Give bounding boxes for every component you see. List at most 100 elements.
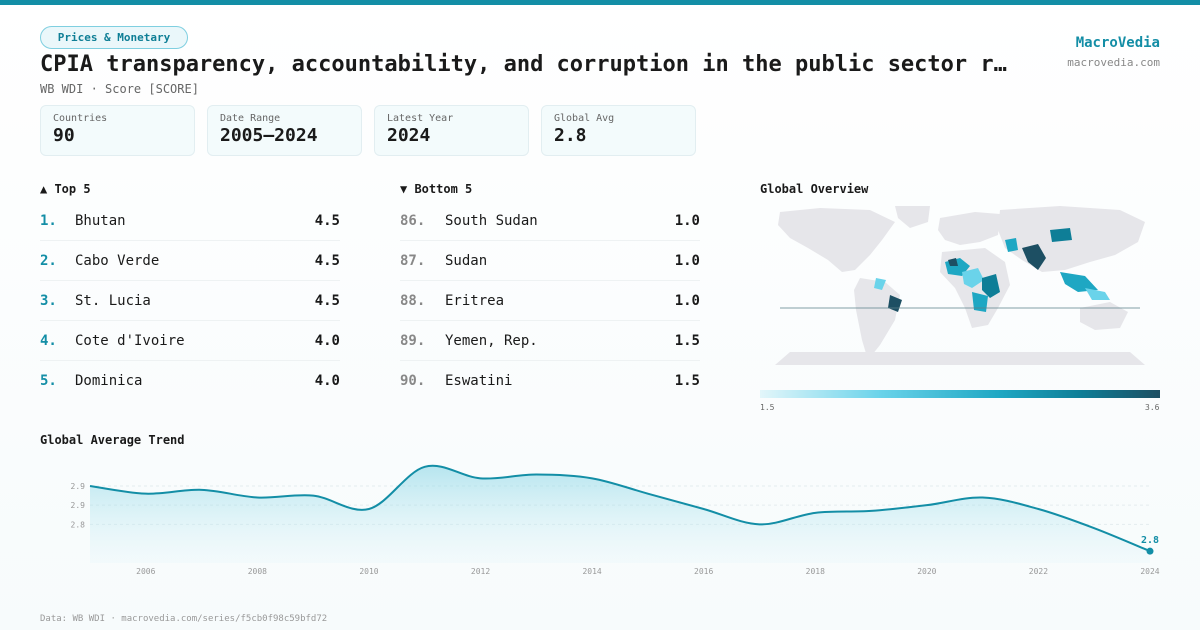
list-item[interactable]: 1. Bhutan 4.5 <box>40 201 340 241</box>
central-africa-region <box>962 268 984 288</box>
stat-label: Latest Year <box>387 113 454 124</box>
country-value: 4.0 <box>314 373 340 389</box>
list-item[interactable]: 87. Sudan 1.0 <box>400 241 700 281</box>
legend-max-label: 3.6 <box>1145 403 1160 412</box>
country-name: Cote d'Ivoire <box>75 332 185 349</box>
country-name: Sudan <box>445 252 488 269</box>
country-name: Yemen, Rep. <box>445 332 538 349</box>
country-name: Cabo Verde <box>75 252 160 269</box>
trend-chart-svg: 2.9 2.9 2.8 2006 2008 2010 2012 2014 2016 2018 20… <box>71 464 1160 576</box>
list-item[interactable]: 90. Eswatini 1.5 <box>400 361 700 401</box>
list-item[interactable]: 5. Dominica 4.0 <box>40 361 340 401</box>
bottom5-heading: ▼ Bottom 5 <box>400 182 473 196</box>
x-tick-label: 2022 <box>1029 567 1048 576</box>
stat-label: Date Range <box>220 113 281 124</box>
top5-list: 1. Bhutan 4.5 2. Cabo Verde 4.5 3. St. L… <box>40 201 340 401</box>
rank-number: 88. <box>400 292 426 309</box>
australia-shape <box>1080 302 1128 330</box>
latest-value-label: 2.8 <box>1141 535 1159 546</box>
rank-number: 4. <box>40 332 57 349</box>
x-tick-label: 2010 <box>359 567 378 576</box>
x-tick-label: 2014 <box>582 567 601 576</box>
trend-line <box>89 464 1151 553</box>
country-name: Dominica <box>75 373 143 389</box>
x-tick-label: 2008 <box>248 567 267 576</box>
country-value: 1.0 <box>674 292 700 309</box>
list-item[interactable]: 2. Cabo Verde 4.5 <box>40 241 340 281</box>
rank-number: 2. <box>40 252 57 269</box>
top5-heading: ▲ Top 5 <box>40 182 91 196</box>
top-accent-bar <box>0 0 1200 5</box>
trend-area-fill <box>90 465 1150 563</box>
south-asia-region <box>1022 244 1046 270</box>
country-value: 1.5 <box>674 373 700 389</box>
rank-number: 89. <box>400 332 426 349</box>
world-map[interactable] <box>760 200 1160 385</box>
rank-number: 87. <box>400 252 426 269</box>
stat-card-date-range: Date Range 2005–2024 <box>207 105 362 156</box>
category-badge[interactable]: Prices & Monetary <box>40 26 188 49</box>
north-america-shape <box>778 208 895 272</box>
footer-source: Data: WB WDI · macrovedia.com/series/f5c… <box>40 614 328 624</box>
stat-value: 2.8 <box>554 125 587 146</box>
world-map-svg <box>775 206 1145 365</box>
stat-card-countries: Countries 90 <box>40 105 195 156</box>
rank-number: 3. <box>40 292 57 309</box>
x-tick-label: 2024 <box>1140 567 1159 576</box>
y-tick-label: 2.8 <box>71 520 86 529</box>
rank-number: 90. <box>400 373 426 389</box>
europe-shape <box>938 212 1000 245</box>
x-tick-label: 2020 <box>917 567 936 576</box>
color-scale-legend <box>760 390 1160 398</box>
legend-min-label: 1.5 <box>760 403 775 412</box>
stat-value: 2005–2024 <box>220 125 318 146</box>
rank-number: 1. <box>40 212 57 229</box>
list-item[interactable]: 89. Yemen, Rep. 1.5 <box>400 321 700 361</box>
country-name: Bhutan <box>75 212 126 229</box>
trend-heading: Global Average Trend <box>40 433 185 447</box>
list-item[interactable]: 86. South Sudan 1.0 <box>400 201 700 241</box>
list-item[interactable]: 3. St. Lucia 4.5 <box>40 281 340 321</box>
rank-number: 86. <box>400 212 426 229</box>
antarctica-shape <box>775 352 1145 365</box>
latest-point-marker <box>1146 547 1154 555</box>
country-value: 4.5 <box>314 252 340 269</box>
caribbean-region <box>874 278 886 290</box>
list-item[interactable]: 88. Eritrea 1.0 <box>400 281 700 321</box>
map-heading: Global Overview <box>760 182 869 196</box>
country-value: 1.0 <box>674 252 700 269</box>
x-tick-label: 2018 <box>806 567 825 576</box>
x-tick-label: 2006 <box>136 567 155 576</box>
page-title: CPIA transparency, accountability, and c… <box>40 52 1007 77</box>
brand-url[interactable]: macrovedia.com <box>1067 56 1160 69</box>
bottom5-list: 86. South Sudan 1.0 87. Sudan 1.0 88. Er… <box>400 201 700 401</box>
pacific-region <box>1085 288 1110 300</box>
country-value: 4.0 <box>314 332 340 349</box>
southeast-asia-region <box>1060 272 1098 292</box>
brand-logo[interactable]: MacroVedia <box>1075 35 1160 51</box>
stat-label: Global Avg <box>554 113 615 124</box>
stat-card-latest-year: Latest Year 2024 <box>374 105 529 156</box>
greenland-shape <box>895 206 930 228</box>
stat-value: 90 <box>53 125 75 146</box>
rank-number: 5. <box>40 373 57 389</box>
east-africa-region <box>982 274 1000 298</box>
country-value: 1.0 <box>674 212 700 229</box>
country-value: 4.5 <box>314 212 340 229</box>
y-tick-label: 2.9 <box>71 482 86 491</box>
page-subtitle: WB WDI · Score [SCORE] <box>40 82 199 96</box>
stat-label: Countries <box>53 113 108 124</box>
trend-chart[interactable]: 2.9 2.9 2.8 2006 2008 2010 2012 2014 2016 2018 20… <box>40 455 1160 585</box>
country-name: South Sudan <box>445 212 538 229</box>
list-item[interactable]: 4. Cote d'Ivoire 4.0 <box>40 321 340 361</box>
country-name: St. Lucia <box>75 292 151 309</box>
central-asia-region <box>1005 238 1018 252</box>
south-america-shape <box>854 278 900 360</box>
x-tick-label: 2012 <box>471 567 490 576</box>
country-value: 4.5 <box>314 292 340 309</box>
x-tick-label: 2016 <box>694 567 713 576</box>
mongolia-region <box>1050 228 1072 242</box>
country-name: Eswatini <box>445 373 513 389</box>
country-name: Eritrea <box>445 292 505 309</box>
southern-africa-region <box>972 292 988 312</box>
